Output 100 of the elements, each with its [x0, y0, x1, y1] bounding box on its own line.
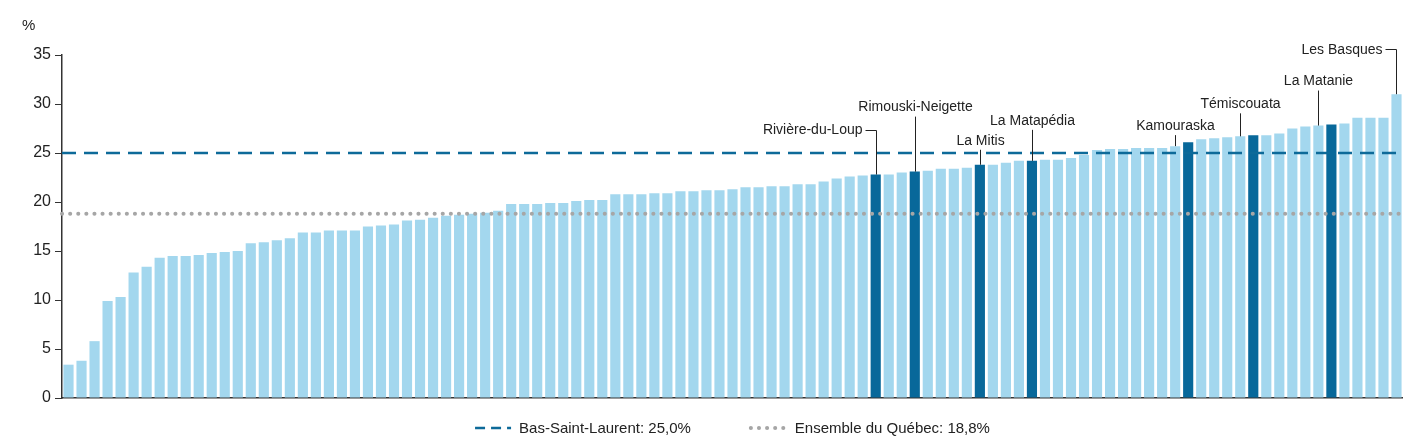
bar: [753, 187, 764, 398]
bar: [297, 232, 308, 398]
bar: [883, 174, 894, 398]
bar: [792, 184, 803, 398]
bar: [662, 193, 673, 398]
bar: [362, 226, 374, 398]
bar: [675, 191, 686, 398]
bar: [1313, 125, 1324, 398]
bar: [610, 194, 621, 398]
bar: [76, 360, 87, 398]
bar: [1196, 139, 1207, 398]
bar: [805, 184, 816, 398]
bar: [870, 174, 881, 398]
bar: [584, 200, 595, 398]
bar: [649, 193, 660, 398]
bar: [154, 257, 165, 398]
bar: [63, 364, 74, 398]
bar: [1026, 160, 1038, 398]
bar: [1078, 154, 1090, 398]
bar: [1000, 162, 1011, 398]
bar: [141, 266, 152, 398]
bar: [506, 203, 517, 398]
bar: [1365, 117, 1376, 398]
bar: [1170, 146, 1181, 398]
bar: [232, 251, 243, 398]
bar: [545, 202, 556, 398]
bar: [310, 232, 321, 398]
bar: [1118, 149, 1129, 398]
bar: [167, 255, 178, 398]
bar: [1209, 138, 1220, 398]
bar: [206, 252, 217, 398]
bar: [375, 225, 387, 398]
bar: [597, 200, 608, 398]
bar: [336, 230, 347, 398]
bar: [1274, 133, 1285, 398]
bar: [427, 217, 439, 398]
bar: [909, 171, 920, 398]
bar: [740, 187, 751, 398]
y-tick-label: 35: [33, 45, 52, 63]
bar: [467, 213, 478, 398]
bar: [779, 186, 790, 398]
annotation: Rivière-du-Loup: [762, 121, 863, 138]
bar: [857, 175, 868, 398]
bar: [714, 190, 725, 398]
annotation: La Mitis: [956, 131, 1005, 148]
bar: [1235, 136, 1246, 398]
bar: [89, 341, 100, 398]
annotation: Rimouski-Neigette: [858, 98, 973, 115]
bar: [1300, 126, 1311, 398]
bar: [766, 186, 777, 398]
y-tick-label: 25: [33, 143, 52, 161]
bar: [1039, 159, 1051, 398]
y-tick-label: 10: [33, 290, 52, 308]
bar: [102, 300, 113, 398]
bar: [1131, 148, 1142, 398]
bar: [1287, 128, 1298, 398]
bar: [948, 168, 959, 398]
bar: [558, 202, 569, 398]
bar: [493, 210, 504, 398]
annotation: Les Basques: [1301, 41, 1383, 58]
bar: [623, 194, 634, 398]
bar: [532, 203, 543, 398]
bar: [388, 224, 400, 398]
y-tick-label: 20: [33, 192, 52, 210]
bar: [480, 212, 491, 398]
bar: [1104, 149, 1116, 398]
bar: [987, 164, 998, 398]
bar: [441, 215, 452, 398]
annotation: La Matanie: [1283, 72, 1354, 89]
bar: [284, 238, 295, 398]
bar: [401, 220, 413, 398]
bar: [219, 251, 230, 398]
bar: [1065, 157, 1077, 398]
bar: [727, 189, 738, 398]
bar: [844, 176, 855, 398]
y-tick-label: 15: [33, 241, 52, 259]
y-axis-title: %: [22, 16, 36, 33]
bar: [831, 178, 842, 398]
bar: [1222, 137, 1233, 398]
bar: [1339, 123, 1350, 398]
bar: [245, 243, 256, 398]
bar: [180, 255, 191, 398]
bar: [571, 201, 582, 398]
bar: [935, 168, 946, 398]
bar: [349, 230, 361, 398]
legend-label: Bas-Saint-Laurent: 25,0%: [519, 419, 691, 436]
bar: [636, 194, 647, 398]
bar: [961, 167, 972, 398]
bar: [258, 242, 269, 398]
bar: [115, 297, 126, 398]
bar: [128, 272, 139, 398]
annotation: Témiscouata: [1200, 95, 1281, 112]
bar: [1378, 117, 1389, 398]
bar: [519, 203, 530, 398]
annotation: La Matapédia: [990, 111, 1076, 128]
bar: [701, 190, 712, 398]
y-tick-label: 0: [42, 388, 52, 406]
bar: [323, 230, 334, 398]
bar: [1352, 117, 1363, 398]
annotation: Kamouraska: [1136, 117, 1216, 133]
